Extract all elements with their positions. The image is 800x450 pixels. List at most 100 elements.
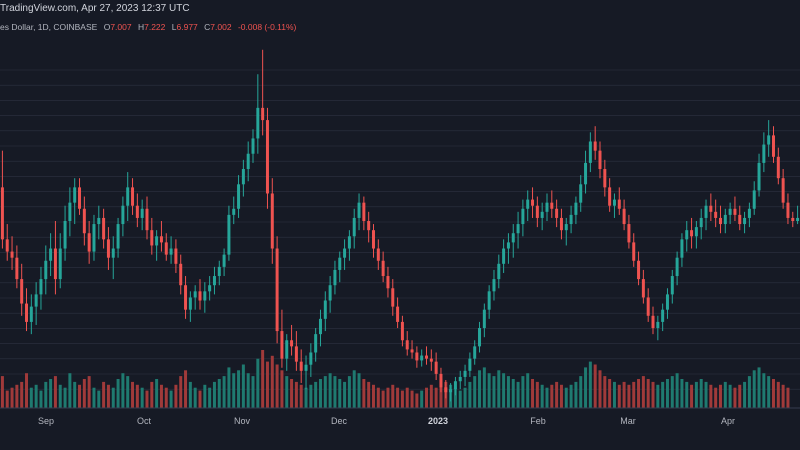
candle-body: [208, 285, 212, 292]
volume-bar: [651, 381, 655, 408]
candle-body: [179, 263, 183, 286]
volume-bar: [222, 376, 226, 408]
volume-bar: [555, 381, 559, 408]
volume-bar: [593, 364, 597, 408]
candle-body: [690, 230, 694, 237]
candle-body: [463, 370, 467, 377]
volume-bar: [453, 387, 457, 408]
candle-body: [15, 257, 19, 280]
candle-body: [246, 153, 250, 170]
candle-body: [285, 340, 289, 359]
volume-bar: [352, 370, 356, 408]
volume-bar: [637, 379, 641, 408]
volume-bar: [786, 387, 790, 408]
volume-bar: [400, 390, 404, 408]
time-axis-label: Feb: [530, 416, 546, 426]
candle-body: [102, 217, 106, 240]
volume-bar: [49, 379, 53, 408]
candle-body: [420, 355, 424, 361]
volume-bar: [53, 376, 57, 408]
candle-body: [738, 214, 742, 225]
volume-bar: [25, 373, 28, 408]
volume-bar: [203, 384, 207, 408]
symbol-legend: es Dollar, 1D, COINBASE O7.007 H7.222 L6…: [0, 22, 296, 32]
volume-bar: [78, 384, 82, 408]
candle-body: [10, 251, 14, 258]
candle-body: [203, 291, 207, 301]
candle-body: [381, 260, 385, 277]
candle-body: [169, 248, 173, 255]
volume-bar: [333, 376, 337, 408]
volume-bar: [776, 381, 780, 408]
volume-bar: [20, 381, 24, 408]
candle-body: [598, 150, 602, 170]
candle-body: [588, 141, 592, 163]
volume-bar: [362, 379, 366, 408]
volume-bar: [193, 387, 197, 408]
ohlc-close-value: 7.002: [210, 22, 232, 32]
volume-bar: [699, 379, 703, 408]
candle-body: [150, 230, 154, 246]
volume-bar: [718, 384, 722, 408]
volume-bar: [579, 376, 583, 408]
volume-bar: [150, 381, 154, 408]
candle-body: [728, 208, 732, 215]
volume-bar: [482, 367, 486, 408]
candle-body: [20, 279, 24, 304]
volume-bar: [135, 384, 139, 408]
volume-bar: [656, 384, 660, 408]
volume-bar: [184, 370, 188, 408]
volume-bar: [102, 381, 106, 408]
ohlc-open-label: O: [103, 22, 111, 32]
time-axis-label: Apr: [721, 416, 735, 426]
volume-bar: [246, 373, 250, 408]
candle-body: [762, 144, 766, 163]
volume-bar: [743, 381, 747, 408]
volume-bar: [97, 390, 101, 408]
candle-body: [718, 217, 722, 225]
candle-body: [241, 169, 245, 185]
volume-bar: [559, 384, 563, 408]
ohlc-close-label: C: [204, 22, 211, 32]
volume-bar: [338, 379, 342, 408]
candle-body: [58, 248, 62, 280]
candle-body: [608, 187, 612, 206]
candle-body: [121, 205, 125, 225]
volume-bar: [314, 381, 318, 408]
volume-bar: [386, 387, 390, 408]
candle-body: [39, 279, 43, 295]
volume-bar: [622, 381, 626, 408]
volume-bar: [752, 370, 756, 408]
candle-body: [44, 260, 48, 280]
candle-body: [675, 257, 679, 277]
volume-bar: [347, 376, 351, 408]
volume-bar: [661, 381, 665, 408]
volume-bar: [275, 364, 279, 408]
candle-body: [559, 217, 563, 231]
candle-body: [188, 297, 192, 310]
candle-body: [478, 328, 482, 347]
candle-body: [468, 358, 472, 371]
volume-bar: [198, 390, 202, 408]
candle-body: [367, 221, 371, 231]
candle-body: [723, 214, 727, 225]
volume-bar: [10, 387, 14, 408]
candle-body: [531, 199, 535, 206]
time-axis-label: Dec: [331, 416, 348, 426]
volume-bar: [270, 355, 274, 408]
candle-body: [0, 187, 4, 240]
candle-body: [280, 331, 284, 359]
candle-body: [434, 361, 438, 374]
volume-bar: [531, 379, 535, 408]
candle-body: [386, 276, 390, 289]
volume-bar: [44, 381, 48, 408]
volume-bar: [111, 387, 115, 408]
candle-body: [400, 321, 404, 341]
candle-body: [733, 208, 737, 215]
candle-body: [603, 169, 607, 188]
volume-bar: [690, 384, 694, 408]
candle-body: [796, 217, 800, 221]
candle-body: [376, 248, 380, 261]
volume-bar: [140, 387, 144, 408]
